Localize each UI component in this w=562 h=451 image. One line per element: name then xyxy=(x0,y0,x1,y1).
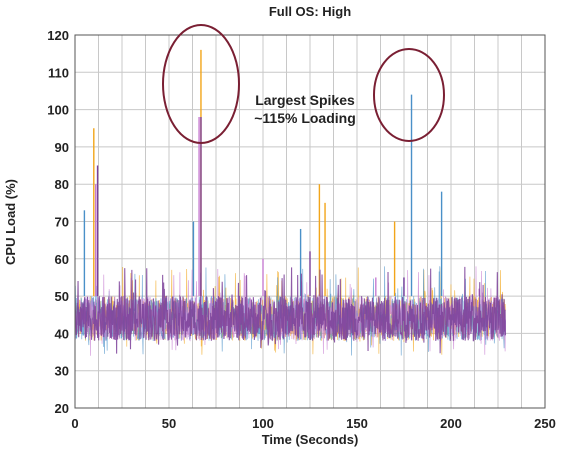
x-tick-label: 250 xyxy=(534,416,556,431)
y-tick-label: 50 xyxy=(55,289,69,304)
x-tick-label: 50 xyxy=(162,416,176,431)
x-tick-label: 100 xyxy=(252,416,274,431)
plot-frame xyxy=(74,34,546,409)
grid xyxy=(74,34,546,409)
x-axis-label: Time (Seconds) xyxy=(262,432,359,447)
y-tick-label: 30 xyxy=(55,364,69,379)
tick-labels: 20 30 40 50 60 70 80 90 100 110 120 0 50 100 150 200 250 xyxy=(47,28,556,431)
x-tick-label: 200 xyxy=(440,416,462,431)
y-tick-label: 20 xyxy=(55,401,69,416)
y-tick-label: 80 xyxy=(55,177,69,192)
y-tick-label: 120 xyxy=(47,28,69,43)
y-tick-label: 110 xyxy=(48,65,69,80)
y-tick-label: 60 xyxy=(55,252,69,267)
series-layer xyxy=(74,49,506,356)
y-axis-label: CPU Load (%) xyxy=(3,179,18,265)
y-tick-label: 40 xyxy=(55,326,69,341)
y-tick-label: 70 xyxy=(55,215,69,230)
annotation-layer: Largest Spikes ~115% Loading xyxy=(162,24,445,144)
y-tick-label: 90 xyxy=(55,140,69,155)
spike-highlight-ellipse-right xyxy=(373,48,445,142)
chart-title: Full OS: High xyxy=(269,4,351,19)
y-tick-label: 100 xyxy=(47,103,69,118)
series-line xyxy=(74,266,506,354)
annotation-line-1: Largest Spikes xyxy=(255,92,355,108)
spike-highlight-ellipse-left xyxy=(162,24,240,144)
annotation-line-2: ~115% Loading xyxy=(254,110,356,126)
x-tick-label: 0 xyxy=(71,416,78,431)
x-tick-label: 150 xyxy=(346,416,368,431)
